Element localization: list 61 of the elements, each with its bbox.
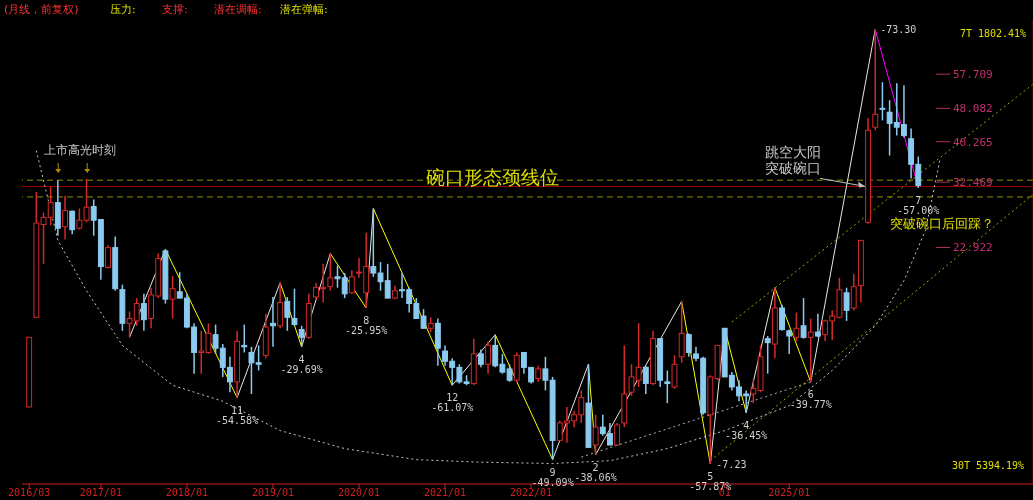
y-tick-label: 57.709 — [953, 68, 993, 82]
x-tick-label: 2022/01 — [510, 487, 553, 498]
candlestick — [327, 252, 334, 292]
annotation: 上市高光时刻 — [44, 143, 117, 158]
x-tick-label: 2017/01 — [79, 487, 122, 498]
candlestick — [277, 281, 284, 330]
candlestick — [807, 317, 814, 383]
annotation: 7 -57.00% — [897, 194, 940, 216]
candlestick — [592, 414, 599, 456]
candlestick — [241, 323, 248, 354]
annotation: 9 -49.09% — [531, 466, 574, 488]
candlestick — [614, 422, 621, 446]
annotation: -73.30 — [880, 24, 917, 36]
x-tick-label: 2025/01 — [768, 487, 811, 498]
x-tick-label: 2018/01 — [165, 487, 208, 498]
candlestick — [671, 354, 678, 390]
annotation: 4 -29.69% — [280, 353, 323, 375]
candlestick — [685, 332, 692, 358]
candlestick — [786, 328, 793, 355]
annotation: 突破碗口后回踩？ — [890, 215, 995, 231]
candlestick — [642, 365, 649, 395]
candlestick — [800, 297, 807, 340]
y-tick-label: 48.082 — [953, 102, 993, 116]
candlestick — [779, 303, 785, 332]
candlestick — [284, 296, 291, 332]
annotation: 8 -25.95% — [345, 315, 388, 337]
candlestick — [62, 194, 68, 241]
candlestick — [664, 369, 671, 404]
candlestick — [872, 28, 879, 131]
candlestick — [169, 275, 176, 320]
annotation: 跳空大阳突破碗口 — [765, 144, 822, 177]
candlestick — [850, 273, 857, 312]
candlestick — [843, 286, 850, 322]
annotation: 2 -38.06% — [574, 461, 617, 483]
candlestick — [485, 340, 491, 375]
candlestick — [140, 293, 147, 332]
annotation: 30T 5394.19% — [951, 460, 1025, 471]
annotation: -7.23 — [716, 459, 747, 471]
annotation: 12 -61.07% — [431, 392, 474, 414]
candlestick — [678, 300, 685, 364]
annotation: 7T 1802.41% — [959, 28, 1027, 39]
y-tick-label: 22.922 — [953, 241, 993, 255]
candlestick — [291, 287, 298, 327]
annotation: 6 -39.77% — [789, 388, 832, 410]
ref-line-label: 碗口形态颈线位 — [425, 165, 559, 188]
y-tick-label: 40.265 — [953, 135, 993, 149]
annotation: 4 -36.45% — [725, 419, 768, 441]
annotation: 11 -54.58% — [216, 404, 259, 426]
candlestick — [793, 311, 800, 343]
x-tick-label: 2016/03 — [8, 487, 51, 498]
x-tick-label: 2020/01 — [337, 487, 381, 498]
candlestick — [879, 81, 886, 122]
candlestick — [764, 335, 771, 375]
chart-title: (月线，前复权) — [4, 3, 79, 16]
text: 压力: 支撑: 潜在调幅: 潜在弹幅: — [110, 3, 328, 16]
y-tick-label: 32.469 — [953, 176, 993, 190]
x-tick-label: 2021/01 — [423, 487, 467, 498]
candlestick — [298, 325, 305, 348]
candlestick — [270, 296, 276, 348]
x-tick-label: 2019/01 — [251, 487, 295, 498]
candlestick — [348, 269, 355, 295]
